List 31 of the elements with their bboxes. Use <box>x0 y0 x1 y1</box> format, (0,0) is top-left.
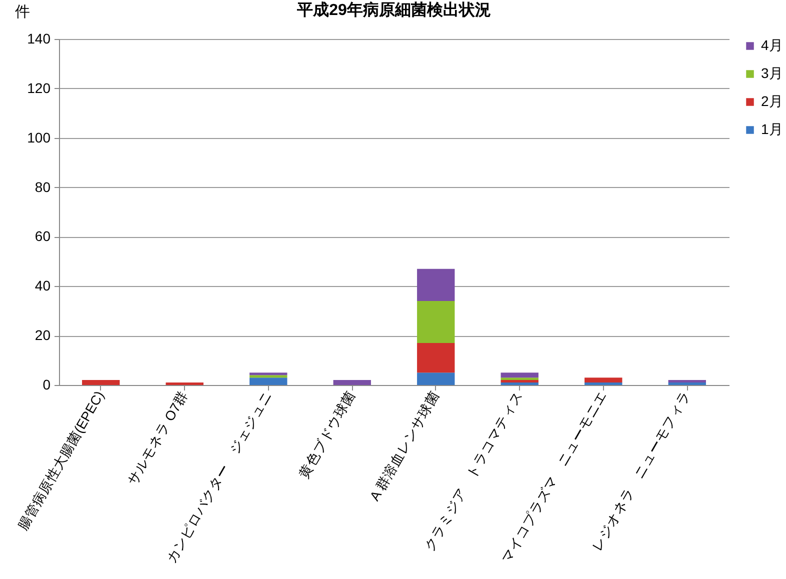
legend-label: 3月 <box>761 65 783 81</box>
bar <box>417 342 455 373</box>
chart-title: 平成29年病原細菌検出状況 <box>296 1 491 19</box>
y-tick-label: 40 <box>34 278 51 294</box>
bar <box>584 378 622 383</box>
y-tick-label: 120 <box>27 80 51 96</box>
x-tick-label: A 群溶血レンサ球菌 <box>366 388 442 504</box>
x-tick-label: サルモネラ O7群 <box>124 388 191 488</box>
bar <box>250 378 288 385</box>
bar <box>417 372 455 385</box>
bar <box>333 380 371 385</box>
y-tick-label: 60 <box>34 228 51 244</box>
bar <box>500 380 538 383</box>
y-tick-label: 80 <box>34 178 51 195</box>
bar <box>417 268 455 301</box>
bar <box>500 378 538 380</box>
y-tick-label: 100 <box>27 129 51 146</box>
bar <box>250 372 288 376</box>
y-tick-label: 140 <box>27 30 51 46</box>
x-tick-label: 黄色ブドウ球菌 <box>296 388 358 481</box>
legend-label: 1月 <box>761 121 783 137</box>
legend-label: 4月 <box>761 37 783 53</box>
bar <box>500 372 538 378</box>
bar <box>82 380 120 385</box>
y-tick-label: 20 <box>34 327 51 344</box>
bar <box>250 375 288 378</box>
legend-label: 2月 <box>761 93 783 109</box>
bar <box>417 300 455 343</box>
y-tick-label: 0 <box>42 376 51 392</box>
y-axis-title: 件 <box>15 4 30 20</box>
bar <box>668 380 706 383</box>
